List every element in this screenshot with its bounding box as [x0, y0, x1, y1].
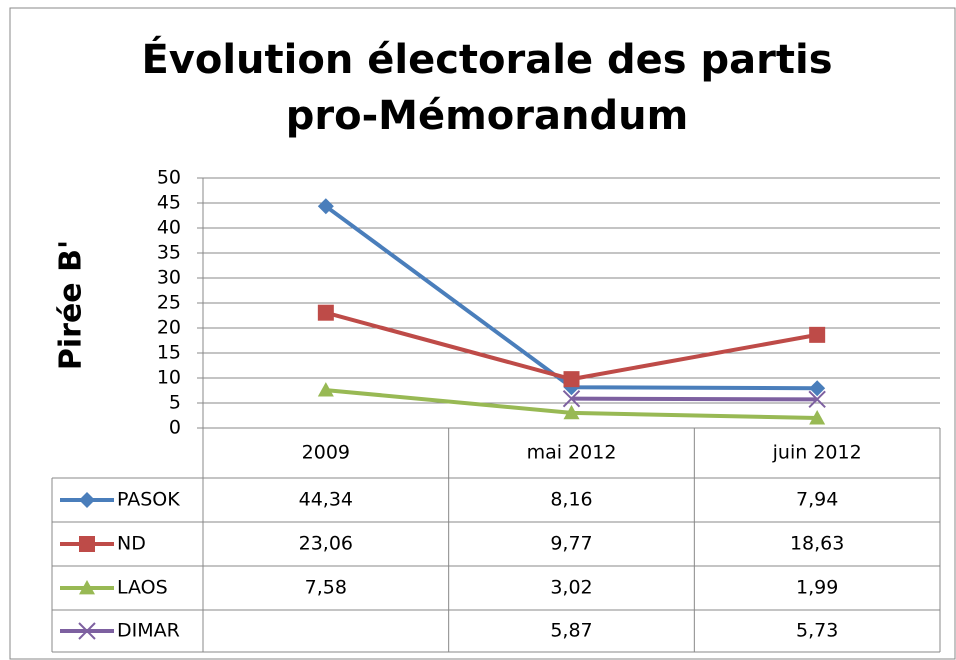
y-tick-label: 35 — [157, 242, 181, 264]
y-tick-label: 10 — [157, 367, 181, 389]
legend-label: ND — [117, 533, 146, 555]
table-value: 23,06 — [299, 533, 353, 555]
chart-border — [9, 7, 956, 660]
table-value: 9,77 — [550, 533, 592, 555]
table-value: 7,94 — [796, 489, 838, 511]
chart-title: pro-Mémorandum — [286, 93, 689, 139]
x-tick-label: mai 2012 — [527, 442, 617, 464]
marker — [562, 389, 581, 408]
marker — [317, 198, 334, 215]
y-tick-label: 5 — [169, 392, 181, 414]
marker — [809, 326, 826, 343]
table-value: 18,63 — [790, 533, 844, 555]
y-tick-label: 0 — [169, 417, 181, 439]
marker — [563, 404, 580, 420]
x-tick-label: 2009 — [302, 442, 350, 464]
y-tick-label: 25 — [157, 292, 181, 314]
y-tick-label: 40 — [157, 217, 181, 239]
y-tick-label: 20 — [157, 317, 181, 339]
marker — [317, 382, 334, 397]
marker — [78, 622, 96, 640]
table-value: 1,99 — [796, 577, 838, 599]
marker — [79, 580, 95, 595]
marker — [808, 390, 826, 409]
chart-title: Évolution électorale des partis — [141, 35, 832, 83]
y-tick-label: 45 — [157, 192, 181, 214]
marker — [809, 380, 826, 397]
marker — [563, 371, 580, 388]
series-line — [571, 396, 818, 402]
y-tick-label: 15 — [157, 342, 181, 364]
legend-label: LAOS — [117, 577, 168, 599]
x-tick-label: juin 2012 — [772, 442, 862, 464]
y-tick-label: 50 — [157, 167, 181, 189]
table-value: 7,58 — [305, 577, 347, 599]
legend-label: DIMAR — [117, 620, 180, 642]
marker — [317, 304, 334, 321]
table-value: 5,73 — [796, 620, 838, 642]
y-tick-label: 30 — [157, 267, 181, 289]
table-value: 44,34 — [299, 489, 353, 511]
marker — [79, 492, 95, 508]
marker — [79, 536, 95, 552]
legend-label: PASOK — [117, 489, 180, 511]
table-value: 8,16 — [550, 489, 592, 511]
table-value: 5,87 — [550, 620, 592, 642]
table-value: 3,02 — [550, 577, 592, 599]
y-axis-label: Pirée B' — [54, 240, 89, 370]
marker — [809, 410, 826, 425]
